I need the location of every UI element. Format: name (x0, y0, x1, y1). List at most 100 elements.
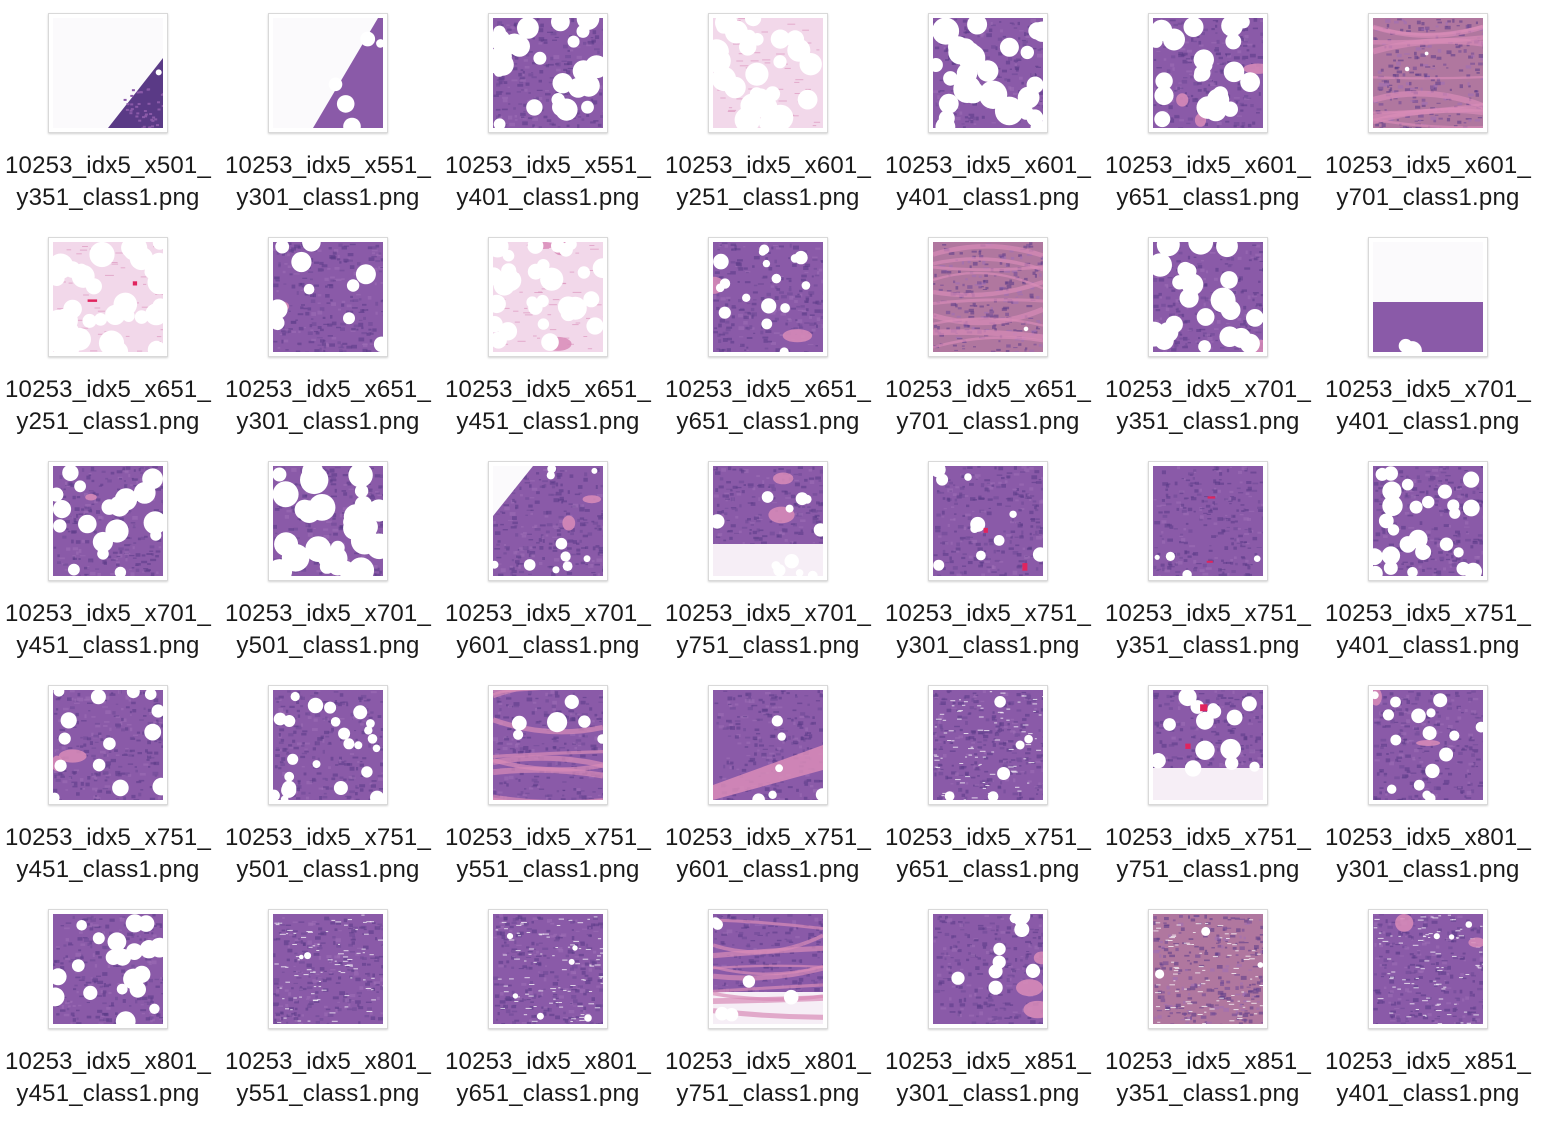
file-thumbnail[interactable] (488, 461, 608, 581)
file-tile[interactable]: 10253_idx5_x651_ y251_class1.png (0, 224, 220, 448)
file-name[interactable]: 10253_idx5_x601_ y251_class1.png (660, 150, 876, 214)
file-thumbnail[interactable] (1148, 13, 1268, 133)
file-name[interactable]: 10253_idx5_x801_ y751_class1.png (660, 1046, 876, 1110)
file-thumbnail[interactable] (1368, 237, 1488, 357)
file-thumbnail[interactable] (708, 13, 828, 133)
file-tile[interactable]: 10253_idx5_x751_ y501_class1.png (220, 672, 440, 896)
file-tile[interactable]: 10253_idx5_x851_ y351_class1.png (1100, 896, 1320, 1120)
file-tile[interactable]: 10253_idx5_x751_ y401_class1.png (1320, 448, 1540, 672)
file-name[interactable]: 10253_idx5_x801_ y451_class1.png (0, 1046, 216, 1110)
file-name[interactable]: 10253_idx5_x701_ y751_class1.png (660, 598, 876, 662)
file-tile[interactable]: 10253_idx5_x801_ y551_class1.png (220, 896, 440, 1120)
file-thumbnail[interactable] (48, 685, 168, 805)
file-tile[interactable]: 10253_idx5_x751_ y301_class1.png (880, 448, 1100, 672)
file-tile[interactable]: 10253_idx5_x801_ y651_class1.png (440, 896, 660, 1120)
file-tile[interactable]: 10253_idx5_x701_ y501_class1.png (220, 448, 440, 672)
file-thumbnail[interactable] (928, 685, 1048, 805)
file-tile[interactable]: 10253_idx5_x751_ y551_class1.png (440, 672, 660, 896)
file-thumbnail[interactable] (928, 13, 1048, 133)
file-tile[interactable]: 10253_idx5_x501_ y351_class1.png (0, 0, 220, 224)
file-thumbnail[interactable] (268, 237, 388, 357)
file-thumbnail[interactable] (48, 13, 168, 133)
file-thumbnail[interactable] (708, 909, 828, 1029)
file-name[interactable]: 10253_idx5_x651_ y451_class1.png (440, 374, 656, 438)
file-tile[interactable]: 10253_idx5_x551_ y401_class1.png (440, 0, 660, 224)
file-tile[interactable]: 10253_idx5_x801_ y451_class1.png (0, 896, 220, 1120)
file-name[interactable]: 10253_idx5_x651_ y651_class1.png (660, 374, 876, 438)
file-tile[interactable]: 10253_idx5_x651_ y651_class1.png (660, 224, 880, 448)
file-tile[interactable]: 10253_idx5_x751_ y601_class1.png (660, 672, 880, 896)
file-name[interactable]: 10253_idx5_x551_ y301_class1.png (220, 150, 436, 214)
file-tile[interactable]: 10253_idx5_x701_ y351_class1.png (1100, 224, 1320, 448)
file-tile[interactable]: 10253_idx5_x601_ y251_class1.png (660, 0, 880, 224)
file-tile[interactable]: 10253_idx5_x651_ y451_class1.png (440, 224, 660, 448)
file-thumbnail[interactable] (488, 13, 608, 133)
file-thumbnail[interactable] (1368, 909, 1488, 1029)
file-name[interactable]: 10253_idx5_x601_ y401_class1.png (880, 150, 1096, 214)
file-name[interactable]: 10253_idx5_x751_ y501_class1.png (220, 822, 436, 886)
file-thumbnail[interactable] (48, 909, 168, 1029)
file-name[interactable]: 10253_idx5_x601_ y651_class1.png (1100, 150, 1316, 214)
file-name[interactable]: 10253_idx5_x701_ y601_class1.png (440, 598, 656, 662)
file-name[interactable]: 10253_idx5_x801_ y651_class1.png (440, 1046, 656, 1110)
file-name[interactable]: 10253_idx5_x751_ y651_class1.png (880, 822, 1096, 886)
file-tile[interactable]: 10253_idx5_x701_ y601_class1.png (440, 448, 660, 672)
file-tile[interactable]: 10253_idx5_x701_ y451_class1.png (0, 448, 220, 672)
file-thumbnail[interactable] (928, 909, 1048, 1029)
file-thumbnail[interactable] (268, 909, 388, 1029)
file-name[interactable]: 10253_idx5_x701_ y401_class1.png (1320, 374, 1536, 438)
file-thumbnail[interactable] (268, 13, 388, 133)
file-thumbnail[interactable] (1368, 461, 1488, 581)
file-tile[interactable]: 10253_idx5_x551_ y301_class1.png (220, 0, 440, 224)
file-tile[interactable]: 10253_idx5_x851_ y301_class1.png (880, 896, 1100, 1120)
file-tile[interactable]: 10253_idx5_x701_ y401_class1.png (1320, 224, 1540, 448)
file-name[interactable]: 10253_idx5_x501_ y351_class1.png (0, 150, 216, 214)
file-tile[interactable]: 10253_idx5_x751_ y751_class1.png (1100, 672, 1320, 896)
file-thumbnail[interactable] (1368, 685, 1488, 805)
file-thumbnail[interactable] (928, 237, 1048, 357)
file-name[interactable]: 10253_idx5_x851_ y401_class1.png (1320, 1046, 1536, 1110)
file-name[interactable]: 10253_idx5_x751_ y301_class1.png (880, 598, 1096, 662)
file-name[interactable]: 10253_idx5_x851_ y301_class1.png (880, 1046, 1096, 1110)
file-thumbnail[interactable] (488, 685, 608, 805)
file-name[interactable]: 10253_idx5_x701_ y351_class1.png (1100, 374, 1316, 438)
file-name[interactable]: 10253_idx5_x751_ y601_class1.png (660, 822, 876, 886)
file-tile[interactable]: 10253_idx5_x701_ y751_class1.png (660, 448, 880, 672)
file-tile[interactable]: 10253_idx5_x751_ y651_class1.png (880, 672, 1100, 896)
file-thumbnail[interactable] (1148, 237, 1268, 357)
file-name[interactable]: 10253_idx5_x801_ y301_class1.png (1320, 822, 1536, 886)
file-tile[interactable]: 10253_idx5_x851_ y401_class1.png (1320, 896, 1540, 1120)
file-name[interactable]: 10253_idx5_x751_ y401_class1.png (1320, 598, 1536, 662)
file-tile[interactable]: 10253_idx5_x651_ y301_class1.png (220, 224, 440, 448)
file-name[interactable]: 10253_idx5_x851_ y351_class1.png (1100, 1046, 1316, 1110)
file-tile[interactable]: 10253_idx5_x751_ y351_class1.png (1100, 448, 1320, 672)
file-thumbnail[interactable] (1368, 13, 1488, 133)
file-thumbnail[interactable] (1148, 461, 1268, 581)
file-thumbnail[interactable] (1148, 909, 1268, 1029)
file-thumbnail[interactable] (708, 461, 828, 581)
file-name[interactable]: 10253_idx5_x551_ y401_class1.png (440, 150, 656, 214)
file-thumbnail[interactable] (488, 909, 608, 1029)
file-name[interactable]: 10253_idx5_x801_ y551_class1.png (220, 1046, 436, 1110)
file-tile[interactable]: 10253_idx5_x801_ y301_class1.png (1320, 672, 1540, 896)
file-tile[interactable]: 10253_idx5_x801_ y751_class1.png (660, 896, 880, 1120)
file-name[interactable]: 10253_idx5_x651_ y701_class1.png (880, 374, 1096, 438)
file-name[interactable]: 10253_idx5_x651_ y251_class1.png (0, 374, 216, 438)
file-thumbnail[interactable] (488, 237, 608, 357)
file-name[interactable]: 10253_idx5_x701_ y451_class1.png (0, 598, 216, 662)
file-thumbnail[interactable] (48, 237, 168, 357)
file-thumbnail[interactable] (1148, 685, 1268, 805)
file-thumbnail[interactable] (268, 685, 388, 805)
file-tile[interactable]: 10253_idx5_x751_ y451_class1.png (0, 672, 220, 896)
file-tile[interactable]: 10253_idx5_x601_ y401_class1.png (880, 0, 1100, 224)
file-tile[interactable]: 10253_idx5_x601_ y651_class1.png (1100, 0, 1320, 224)
file-name[interactable]: 10253_idx5_x601_ y701_class1.png (1320, 150, 1536, 214)
file-thumbnail[interactable] (268, 461, 388, 581)
file-name[interactable]: 10253_idx5_x751_ y451_class1.png (0, 822, 216, 886)
file-name[interactable]: 10253_idx5_x651_ y301_class1.png (220, 374, 436, 438)
file-tile[interactable]: 10253_idx5_x651_ y701_class1.png (880, 224, 1100, 448)
file-name[interactable]: 10253_idx5_x701_ y501_class1.png (220, 598, 436, 662)
file-name[interactable]: 10253_idx5_x751_ y751_class1.png (1100, 822, 1316, 886)
file-name[interactable]: 10253_idx5_x751_ y551_class1.png (440, 822, 656, 886)
file-thumbnail[interactable] (928, 461, 1048, 581)
